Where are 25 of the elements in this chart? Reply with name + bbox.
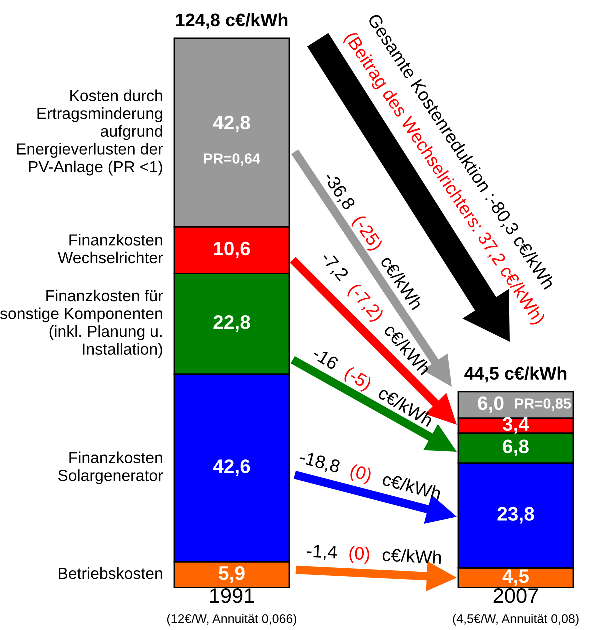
data-label: 22,8 [214, 315, 250, 332]
series-label: Finanzkosten Solargenerator [58, 452, 164, 484]
series-label: Betriebskosten [59, 568, 162, 580]
text: (12€/W, Annuität 0,066) [167, 614, 297, 626]
data-label: 6,8 [503, 440, 529, 456]
annotation: -18,8 (0) c€/kWh [298, 450, 442, 500]
data-label: 5,9 [219, 566, 245, 584]
annotation: PR=0,85 [515, 398, 572, 412]
data-label: 10,6 [214, 242, 250, 258]
data-label: 4,5 [502, 570, 529, 586]
text: (4,5€/W, Annuität 0,08) [453, 614, 579, 626]
x-tick-label: 2007 [494, 588, 538, 604]
total-label: 124,8 c€/kWh [176, 13, 288, 30]
total-label: 44,5 c€/kWh [464, 366, 567, 383]
data-label: 23,8 [498, 507, 534, 524]
data-label: 3,4 [502, 417, 530, 434]
data-label: 42,8 [213, 116, 250, 132]
series-label: Finanzkosten für sonstige Komponenten (inkl. Planung u. Installation) [0, 290, 164, 358]
annotation: -1,4 (0) c€/kWh [306, 544, 442, 564]
series-label: Kosten durch Ertragsminderung aufgrund Energieverlusten der PV-Anlage (PR <1) [17, 90, 164, 176]
annotation: PR=0,64 [204, 154, 260, 166]
series-label: Finanzkosten Wechselrichter [58, 234, 164, 264]
x-tick-label: 1991 [210, 588, 254, 604]
data-label: 6,0 [478, 396, 504, 414]
data-label: 42,6 [213, 460, 250, 476]
